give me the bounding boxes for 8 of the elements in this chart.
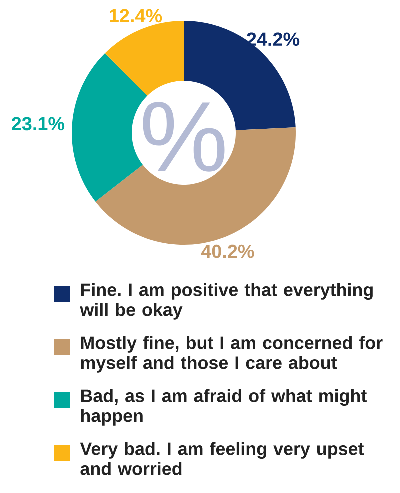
legend-label: Mostly fine, but I am concerned for myself and those I care about	[81, 336, 383, 373]
data-label: 23.1%	[12, 117, 65, 131]
data-label: 12.4%	[110, 9, 162, 23]
text: %	[143, 102, 225, 172]
legend-label: Fine. I am positive that everything will be okay	[80, 283, 373, 320]
legend-label: Very bad. I am feeling very upset and worried	[80, 442, 364, 476]
legend-label: Bad, as I am afraid of what might happen	[81, 389, 367, 426]
data-label: 40.2%	[201, 244, 254, 258]
